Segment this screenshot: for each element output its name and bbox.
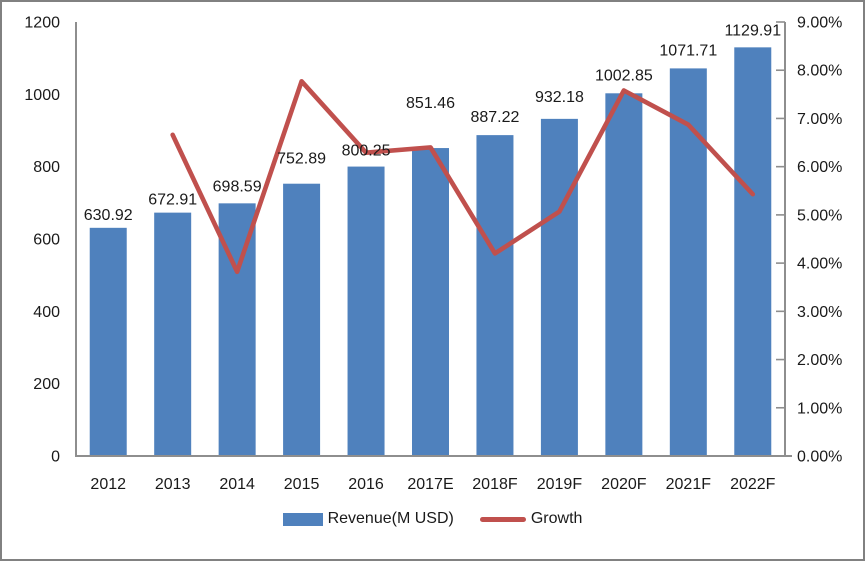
bar-value-label: 1071.71 (659, 42, 717, 59)
left-axis-tick-label: 600 (33, 232, 60, 249)
left-axis-tick-label: 800 (33, 159, 60, 176)
x-axis-category-label: 2020F (601, 476, 647, 493)
revenue-bar (669, 68, 707, 456)
revenue-bar (540, 118, 578, 456)
bar-value-label: 1002.85 (595, 67, 653, 84)
revenue-bar (476, 135, 514, 456)
right-axis-tick-label: 0.00% (797, 449, 842, 466)
legend-marker-growth-line-swatch (479, 516, 526, 522)
x-axis-category-label: 2022F (730, 476, 776, 493)
x-axis-category-label: 2018F (472, 476, 518, 493)
legend: Revenue(M USD) Growth (2, 510, 863, 528)
revenue-bar (154, 212, 192, 456)
bar-value-label: 800.25 (342, 143, 391, 160)
revenue-bar (412, 148, 449, 456)
x-axis-category-label: 2017E (407, 476, 453, 493)
legend-label-growth: Growth (530, 510, 583, 527)
bar-value-label: 630.92 (84, 207, 133, 224)
x-axis-category-label: 2014 (219, 476, 255, 493)
x-axis-category-label: 2015 (284, 476, 320, 493)
x-axis-category-label: 2013 (155, 476, 191, 493)
x-axis-category-label: 2019F (537, 476, 583, 493)
legend-label-revenue: Revenue(M USD) (327, 510, 454, 527)
x-axis-category-label: 2016 (348, 476, 384, 493)
revenue-bar (283, 183, 321, 457)
bar-value-label: 752.89 (277, 151, 326, 168)
left-axis-tick-label: 1200 (24, 15, 60, 32)
legend-item-revenue: Revenue(M USD) (282, 510, 454, 528)
left-axis-tick-label: 200 (33, 376, 60, 393)
right-axis-tick-label: 5.00% (797, 207, 842, 224)
right-axis-tick-label: 8.00% (797, 63, 842, 80)
bar-value-label: 851.46 (406, 95, 455, 112)
x-axis-category-label: 2021F (666, 476, 712, 493)
right-axis-tick-label: 1.00% (797, 400, 842, 417)
right-axis-tick-label: 2.00% (797, 352, 842, 369)
revenue-bar (605, 93, 643, 456)
right-axis-tick-label: 3.00% (797, 304, 842, 321)
revenue-bar (734, 47, 772, 457)
bar-value-label: 698.59 (213, 178, 262, 195)
bar-value-label: 887.22 (470, 109, 519, 126)
legend-item-growth: Growth (479, 510, 583, 528)
revenue-bar (89, 227, 127, 456)
bar-value-label: 932.18 (535, 89, 584, 106)
right-axis-tick-label: 6.00% (797, 159, 842, 176)
left-axis-tick-label: 400 (33, 304, 60, 321)
legend-marker-revenue-bar-swatch (282, 512, 323, 526)
right-axis-tick-label: 7.00% (797, 111, 842, 128)
growth-line (170, 79, 756, 275)
left-axis-tick-label: 0 (51, 449, 60, 466)
right-axis-tick-label: 4.00% (797, 256, 842, 273)
x-axis-category-label: 2012 (90, 476, 126, 493)
revenue-bar (347, 166, 385, 457)
right-axis-tick-label: 9.00% (797, 15, 842, 32)
left-axis-tick-label: 1000 (24, 87, 60, 104)
bar-value-label: 672.91 (148, 192, 197, 209)
bar-value-label: 1129.91 (724, 22, 781, 39)
